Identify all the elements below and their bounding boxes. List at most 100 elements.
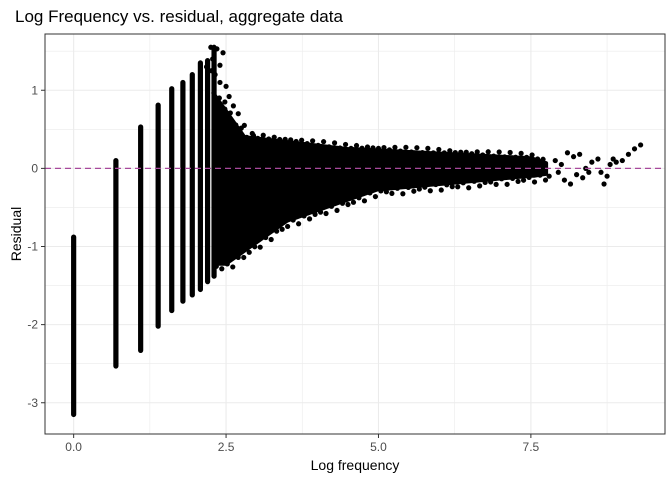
tail-point [561, 177, 568, 183]
edge-point [244, 134, 250, 140]
y-tick-label: -1 [27, 240, 38, 254]
edge-point [425, 145, 431, 151]
dense-point-cloud [211, 92, 549, 266]
edge-point [493, 181, 499, 188]
outlier-point [210, 56, 216, 62]
edge-point [397, 148, 404, 154]
y-tick-label: -3 [27, 396, 38, 410]
edge-point [496, 149, 502, 155]
tail-point [607, 161, 613, 168]
edge-point [353, 142, 360, 149]
edge-point [288, 137, 294, 143]
outlier-point [229, 118, 235, 125]
tail-point [558, 161, 564, 168]
tail-point [631, 146, 638, 152]
edge-point [285, 223, 291, 230]
edge-point [293, 138, 299, 145]
edge-point [474, 149, 480, 155]
edge-point [301, 213, 307, 219]
edge-point [370, 145, 376, 151]
tail-point [574, 172, 580, 178]
edge-point [416, 186, 422, 192]
edge-point [449, 184, 455, 190]
tail-point [638, 142, 644, 148]
edge-point [515, 178, 521, 185]
tail-point [613, 159, 619, 165]
edge-point [526, 174, 532, 181]
tail-point [546, 173, 552, 179]
edge-point [306, 216, 313, 222]
edge-point [282, 136, 288, 142]
x-tick-label: 2.5 [218, 440, 235, 454]
edge-point [345, 201, 351, 208]
edge-point [531, 179, 538, 185]
edge-point [323, 210, 329, 217]
edge-point [518, 150, 524, 156]
tail-point [598, 169, 604, 175]
edge-point [542, 177, 549, 183]
edge-point [400, 191, 406, 197]
edge-point [304, 140, 310, 147]
plot-panel [45, 34, 665, 434]
x-tick-label: 0.0 [65, 440, 82, 454]
edge-point [310, 138, 316, 144]
tail-point [619, 157, 625, 164]
edge-point [430, 150, 436, 156]
outlier-point [497, 155, 503, 161]
outlier-point [314, 146, 321, 152]
tail-point [601, 181, 607, 187]
edge-point [480, 152, 486, 158]
x-tick-label: 5.0 [370, 440, 387, 454]
edge-point [386, 147, 393, 153]
edge-point [299, 137, 305, 143]
outlier-point [226, 93, 232, 100]
outlier-point [220, 50, 226, 56]
edge-point [331, 140, 338, 146]
edge-point [378, 188, 384, 194]
edge-point [403, 144, 409, 150]
tail-point [589, 159, 595, 165]
outlier-point [406, 150, 412, 156]
outlier-point [222, 99, 228, 105]
outlier-point [375, 148, 382, 154]
tail-point [595, 156, 601, 162]
edge-point [339, 200, 346, 206]
edge-point [268, 236, 274, 243]
outlier-point [217, 62, 223, 68]
outlier-point [241, 122, 247, 129]
outlier-point [230, 103, 236, 109]
tail-point [625, 151, 632, 157]
edge-point [277, 136, 283, 143]
edge-point [274, 228, 280, 234]
outlier-point [272, 138, 278, 144]
y-tick-label: 0 [31, 161, 38, 175]
edge-point [361, 198, 368, 204]
edge-point [255, 135, 261, 141]
x-tick-label: 7.5 [523, 440, 540, 454]
outlier-point [250, 132, 257, 139]
tail-point [552, 157, 558, 164]
edge-point [252, 244, 258, 250]
edge-point [290, 217, 296, 223]
outlier-point [223, 83, 229, 89]
edge-point [419, 150, 425, 156]
outlier-point [296, 142, 302, 148]
outlier-point [217, 79, 223, 86]
tail-point [577, 151, 583, 157]
edge-point [482, 179, 488, 186]
tail-point [534, 161, 540, 168]
edge-point [427, 188, 433, 194]
edge-point [222, 106, 228, 112]
edge-point [233, 122, 239, 128]
edge-point [328, 203, 335, 209]
edge-point [513, 154, 519, 160]
outlier-point [467, 154, 473, 160]
edge-point [466, 185, 472, 191]
edge-point [219, 266, 225, 272]
edge-point [463, 149, 469, 155]
edge-point [359, 145, 365, 151]
outlier-point [203, 64, 210, 70]
edge-point [433, 181, 439, 188]
edge-point [350, 199, 357, 205]
edge-point [509, 175, 516, 181]
